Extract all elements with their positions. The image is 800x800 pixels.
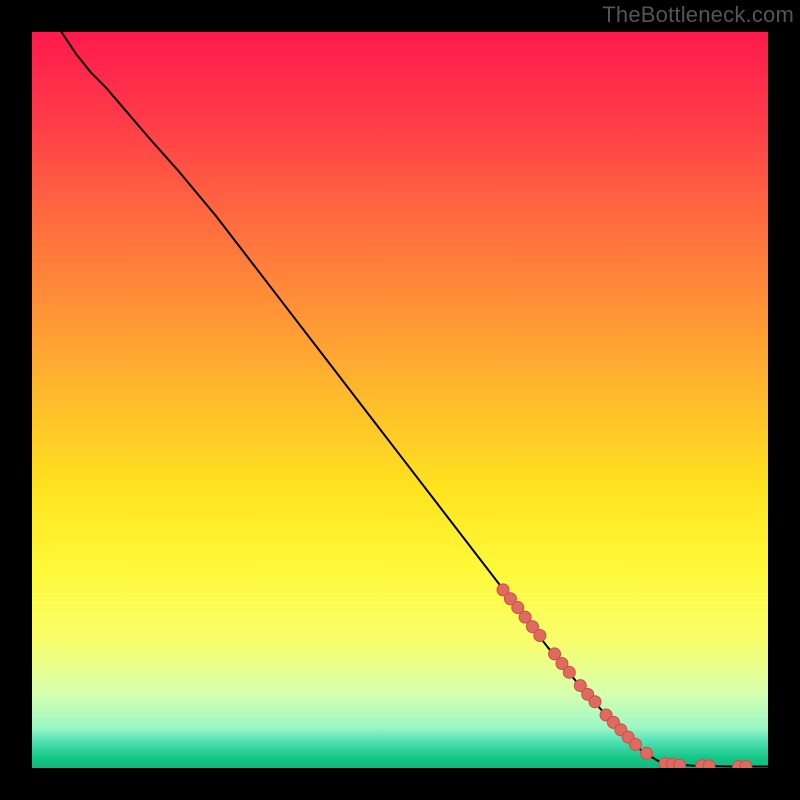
chart-frame: TheBottleneck.com <box>0 0 800 800</box>
watermark-text: TheBottleneck.com <box>602 2 794 28</box>
chart-marker <box>589 696 601 708</box>
chart-background <box>32 32 768 768</box>
chart-marker <box>534 630 546 642</box>
chart-svg <box>32 32 768 768</box>
chart-marker <box>641 747 653 759</box>
chart-marker <box>703 760 715 768</box>
chart-marker <box>674 759 686 768</box>
chart-marker <box>563 666 575 678</box>
chart-marker <box>630 738 642 750</box>
chart-marker <box>740 761 752 768</box>
chart-plot-area <box>32 32 768 768</box>
